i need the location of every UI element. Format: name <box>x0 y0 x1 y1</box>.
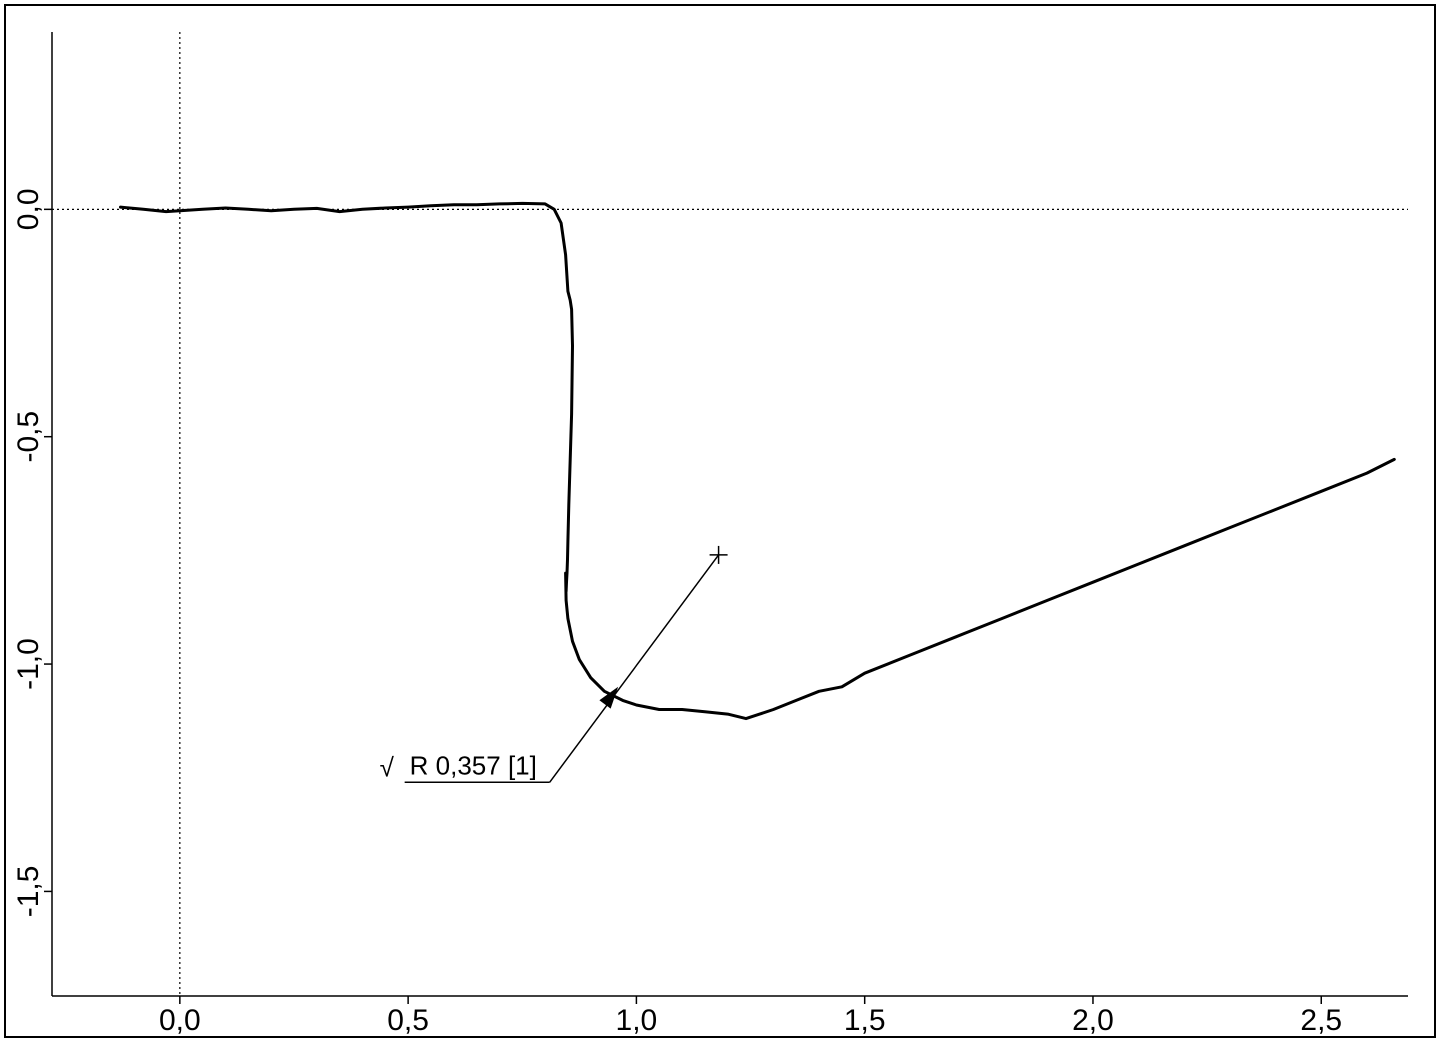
x-tick-label: 1,5 <box>844 1004 886 1037</box>
axes <box>51 32 1408 997</box>
y-ticks: 0,0 -0,5 -1,0 -1,5 <box>12 188 52 917</box>
y-tick-label: -0,5 <box>12 411 45 463</box>
y-tick-label: 0,0 <box>12 188 45 230</box>
x-ticks: 0,0 0,5 1,0 1,5 2,0 2,5 <box>159 996 1342 1037</box>
series-line-0 <box>119 201 1396 721</box>
x-tick-label: 0,0 <box>159 1004 201 1037</box>
annotation-group: √ R 0,357 [1] <box>380 545 728 784</box>
radius-leader-line <box>549 554 720 783</box>
y-tick-label: -1,0 <box>12 638 45 690</box>
radius-label: R 0,357 [1] <box>410 750 537 780</box>
plot-frame <box>4 4 1436 1038</box>
x-tick-label: 2,0 <box>1072 1004 1114 1037</box>
y-tick-label: -1,5 <box>12 866 45 918</box>
arrow-head <box>599 686 619 709</box>
reference-lines <box>52 32 1408 996</box>
x-tick-label: 0,5 <box>387 1004 429 1037</box>
x-tick-label: 1,0 <box>616 1004 658 1037</box>
x-tick-label: 2,5 <box>1300 1004 1342 1037</box>
radius-symbol: √ <box>380 752 395 782</box>
series-group <box>119 201 1396 721</box>
